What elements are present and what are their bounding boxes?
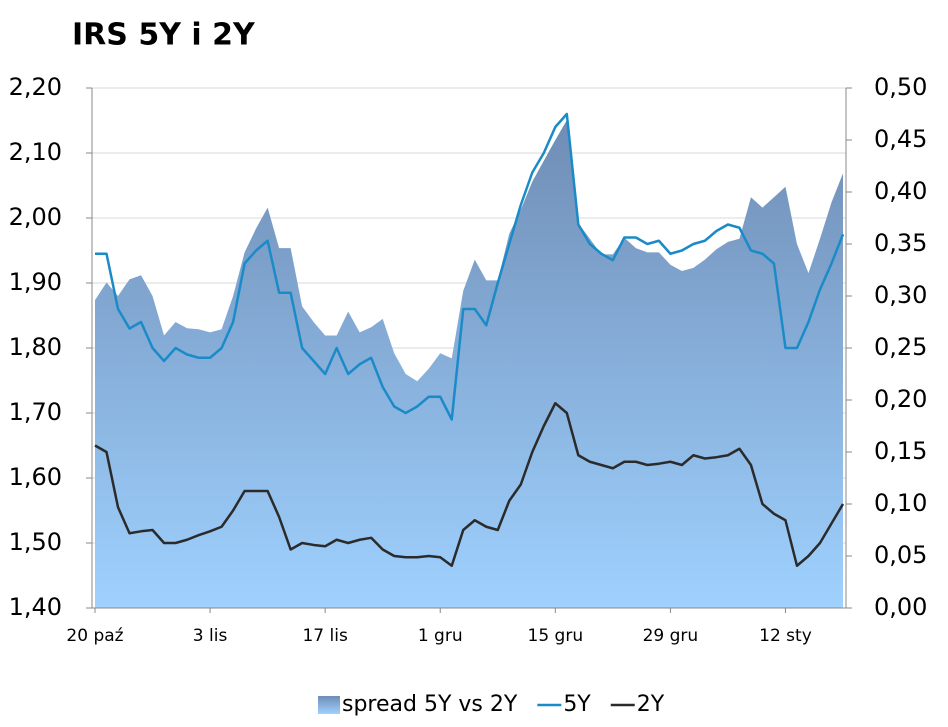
y-tick-label: 1,40 <box>9 593 62 621</box>
legend-label: 5Y <box>563 692 591 717</box>
x-tick-label: 17 lis <box>302 626 347 646</box>
plot <box>94 112 845 609</box>
y2-tick-label: 0,45 <box>874 125 927 153</box>
y2-tick-label: 0,25 <box>874 333 927 361</box>
x-tick-label: 20 paź <box>66 626 123 646</box>
x-tick-label: 29 gru <box>643 626 699 646</box>
y2-tick-label: 0,30 <box>874 281 927 309</box>
x-tick-label: 15 gru <box>528 626 584 646</box>
line <box>94 402 845 567</box>
y-tick-label: 1,60 <box>9 463 62 491</box>
y-tick-label: 1,80 <box>9 333 62 361</box>
y2-tick-label: 0,50 <box>874 73 927 101</box>
y2-tick-label: 0,10 <box>874 489 927 517</box>
y-tick-label: 1,50 <box>9 528 62 556</box>
y-tick-label: 2,00 <box>9 203 62 231</box>
chart-title: IRS 5Y i 2Y <box>72 18 256 53</box>
y-tick-label: 2,20 <box>9 73 62 101</box>
x-tick-label: 1 gru <box>418 626 463 646</box>
axes: 1,40 1,50 1,60 1,70 1,80 1,90 2,00 2,10 2,20 0,00… <box>9 73 928 646</box>
legend-swatch <box>318 696 340 714</box>
x-tick-label: 12 sty <box>759 626 812 646</box>
y2-tick-label: 0,15 <box>874 437 927 465</box>
y2-tick-label: 0,05 <box>874 541 927 569</box>
legend-label: 2Y <box>637 692 665 717</box>
y2-tick-label: 0,40 <box>874 177 927 205</box>
x-tick-label: 3 lis <box>193 626 228 646</box>
legend-label: spread 5Y vs 2Y <box>342 692 518 717</box>
y2-tick-label: 0,20 <box>874 385 927 413</box>
y-tick-label: 1,70 <box>9 398 62 426</box>
y2-tick-label: 0,00 <box>874 593 927 621</box>
y-tick-label: 2,10 <box>9 138 62 166</box>
y2-tick-label: 0,35 <box>874 229 927 257</box>
legend: spread 5Y vs 2Y 5Y 2Y <box>318 692 665 717</box>
y-tick-label: 1,90 <box>9 268 62 296</box>
line <box>95 112 845 421</box>
area <box>95 120 843 609</box>
